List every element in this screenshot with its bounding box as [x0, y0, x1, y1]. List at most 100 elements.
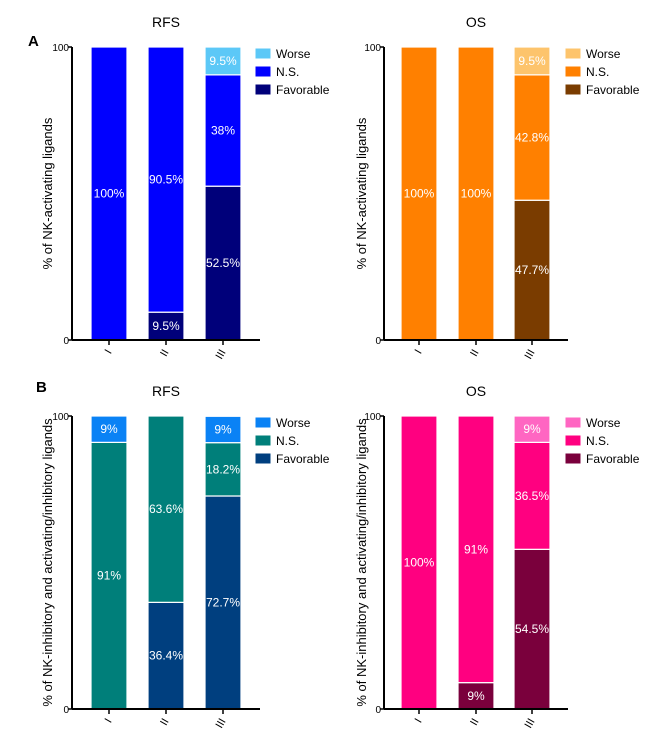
- y-tick-label: 0: [63, 336, 69, 347]
- data-label: 38%: [211, 124, 235, 138]
- legend-label: Favorable: [586, 452, 640, 466]
- x-tick-label: I: [413, 348, 425, 357]
- data-label: 9%: [100, 422, 118, 436]
- x-tick-label: II: [158, 348, 171, 359]
- chart-title: RFS: [152, 383, 180, 399]
- data-label: 9.5%: [152, 319, 180, 333]
- x-tick-label: II: [158, 717, 171, 728]
- x-tick-label: II: [468, 717, 481, 728]
- data-label: 47.7%: [515, 263, 549, 277]
- bar-segment-favorable-III: [513, 199, 551, 341]
- bar-segment-ns-I: [90, 46, 128, 341]
- bar-segment-ns-I: [90, 441, 128, 710]
- data-label: 72.7%: [206, 595, 240, 609]
- x-tick-label: III: [214, 717, 229, 731]
- data-label: 42.8%: [515, 131, 549, 145]
- x-tick-label: I: [413, 717, 425, 726]
- bar-segment-ns-III: [204, 74, 242, 187]
- bar-segment-favorable-III: [204, 495, 242, 710]
- chart-title: OS: [466, 14, 486, 30]
- y-axis-label: % of NK-activating ligands: [40, 117, 55, 269]
- bar-segment-worse-III: [513, 415, 551, 443]
- bar-segment-ns-II: [457, 46, 495, 341]
- data-label: 100%: [404, 187, 435, 201]
- chart-panel-4: OS % of NK-inhibitory and activating/inhi…: [354, 383, 640, 730]
- legend-swatch: [564, 83, 582, 96]
- chart-panel-1: A RFS % of NK-activating ligands 100% I 9.5% 9…: [28, 14, 330, 361]
- legend-swatch: [564, 416, 582, 429]
- y-tick-label: 0: [63, 705, 69, 716]
- chart-title: OS: [466, 383, 486, 399]
- legend-swatch: [564, 434, 582, 447]
- legend-label: Favorable: [276, 83, 330, 97]
- data-label: 9%: [523, 422, 541, 436]
- data-label: 9%: [214, 422, 232, 436]
- chart-panel-2: OS % of NK-activating ligands 100% I 100% II 4…: [354, 14, 640, 361]
- legend-label: N.S.: [276, 65, 299, 79]
- data-label: 9.5%: [209, 54, 237, 68]
- y-axis-label: % of NK-inhibitory and activating/inhibi…: [354, 418, 369, 707]
- bar-segment-ns-III: [513, 441, 551, 550]
- legend-label: Favorable: [276, 452, 330, 466]
- x-tick-label: III: [214, 348, 229, 362]
- data-label: 100%: [461, 187, 492, 201]
- legend-swatch: [254, 416, 272, 429]
- bar-segment-favorable-II: [147, 311, 185, 341]
- legend-swatch: [254, 452, 272, 465]
- bar-segment-ns-III: [204, 442, 242, 497]
- bar-segment-worse-III: [204, 46, 242, 76]
- legend-swatch: [254, 83, 272, 96]
- bar-segment-worse-I: [90, 415, 128, 443]
- data-label: 90.5%: [149, 173, 183, 187]
- bar-segment-favorable-III: [204, 185, 242, 341]
- legend-swatch: [564, 47, 582, 60]
- x-tick-label: III: [523, 717, 538, 731]
- data-label: 91%: [464, 542, 488, 556]
- legend-label: Worse: [586, 416, 621, 430]
- data-label: 52.5%: [206, 256, 240, 270]
- data-label: 100%: [94, 187, 125, 201]
- y-tick-label: 100: [364, 412, 381, 423]
- x-tick-label: II: [468, 348, 481, 359]
- legend-label: N.S.: [586, 65, 609, 79]
- legend-label: N.S.: [586, 434, 609, 448]
- panel-letter: A: [28, 33, 39, 50]
- chart-title: RFS: [152, 14, 180, 30]
- bar-segment-worse-III: [513, 46, 551, 76]
- legend-label: N.S.: [276, 434, 299, 448]
- chart-panel-3: B RFS % of NK-inhibitory and activating/in…: [36, 379, 330, 730]
- legend-label: Worse: [276, 416, 311, 430]
- data-label: 100%: [404, 556, 435, 570]
- legend-swatch: [564, 452, 582, 465]
- bar-segment-ns-II: [457, 415, 495, 684]
- data-label: 9%: [467, 689, 485, 703]
- legend-swatch: [254, 65, 272, 78]
- data-label: 63.6%: [149, 502, 183, 516]
- y-tick-label: 100: [364, 43, 381, 54]
- legend-swatch: [254, 434, 272, 447]
- legend-swatch: [564, 65, 582, 78]
- y-tick-label: 0: [375, 705, 381, 716]
- data-label: 36.5%: [515, 489, 549, 503]
- panel-letter: B: [36, 379, 47, 396]
- y-tick-label: 0: [375, 336, 381, 347]
- x-tick-label: III: [523, 348, 538, 362]
- legend-label: Worse: [276, 47, 311, 61]
- bar-segment-worse-III: [204, 415, 242, 444]
- bar-segment-ns-III: [513, 74, 551, 201]
- x-tick-label: I: [103, 717, 115, 726]
- data-label: 91%: [97, 569, 121, 583]
- bar-segment-favorable-II: [147, 601, 185, 710]
- bar-segment-ns-II: [147, 46, 185, 313]
- bar-segment-favorable-III: [513, 548, 551, 710]
- y-tick-label: 100: [52, 43, 69, 54]
- y-tick-label: 100: [52, 412, 69, 423]
- data-label: 36.4%: [149, 649, 183, 663]
- bar-segment-ns-II: [147, 415, 185, 603]
- x-tick-label: I: [103, 348, 115, 357]
- legend-label: Favorable: [586, 83, 640, 97]
- y-axis-label: % of NK-inhibitory and activating/inhibi…: [40, 418, 55, 707]
- y-axis-label: % of NK-activating ligands: [354, 117, 369, 269]
- data-label: 18.2%: [206, 462, 240, 476]
